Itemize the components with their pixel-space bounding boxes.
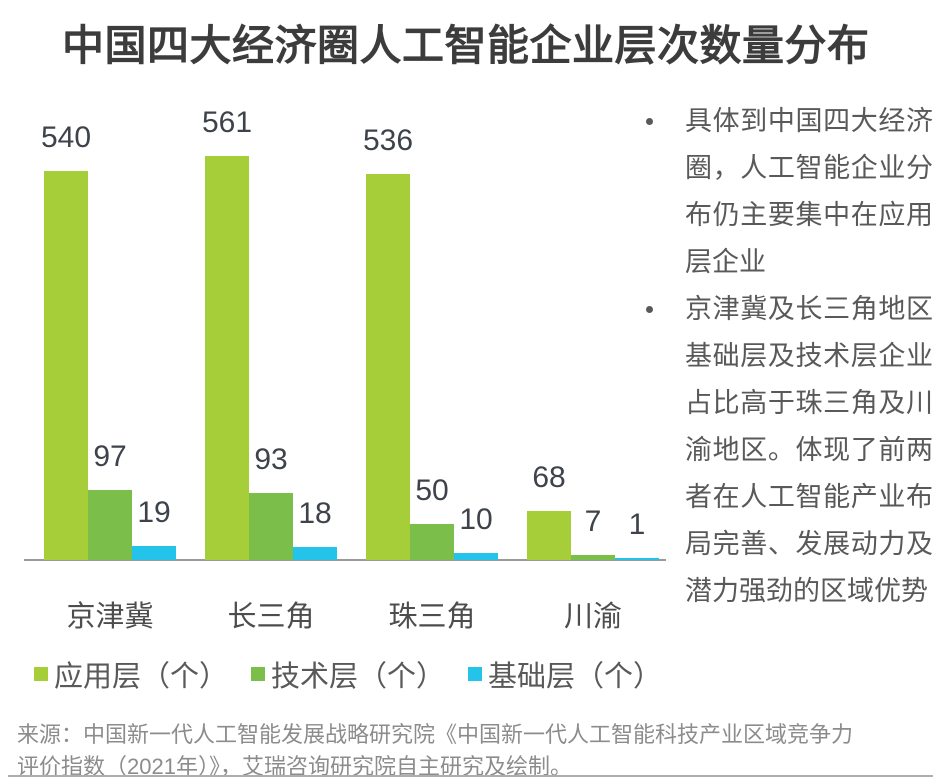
legend-swatch-icon (468, 667, 483, 681)
bar (366, 174, 410, 560)
bar-value-label: 1 (628, 508, 646, 541)
legend-item: 基础层（个） (468, 653, 662, 695)
bar-value-label: 540 (40, 121, 92, 155)
bar (571, 554, 615, 560)
insight-text: 京津冀及长三角地区基础层及技术层企业占比高于珠三角及川渝地区。体现了前两者在人工… (685, 294, 933, 606)
bar (249, 493, 293, 560)
legend-label: 应用层（个） (54, 661, 229, 693)
source-note: 来源：中国新一代人工智能发展战略研究院《中国新一代人工智能科技产业区域竞争力评价… (17, 722, 854, 779)
bar-value-label: 536 (362, 124, 414, 158)
page-title: 中国四大经济圈人工智能企业层次数量分布 (62, 22, 870, 69)
legend-label: 基础层（个） (488, 661, 663, 693)
bar-value-label: 561 (201, 106, 253, 140)
x-axis-line (24, 559, 666, 561)
bar-value-label: 50 (415, 474, 449, 507)
insight-bullet: 京津冀及长三角地区基础层及技术层企业占比高于珠三角及川渝地区。体现了前两者在人工… (640, 286, 933, 615)
bar (44, 171, 88, 560)
bar (293, 547, 337, 560)
bottom-divider (8, 775, 933, 777)
bar (205, 156, 249, 560)
legend-swatch-icon (34, 667, 48, 681)
x-axis-label: 京津冀 (66, 601, 154, 633)
bullet-icon (646, 306, 653, 313)
legend-swatch-icon (251, 667, 266, 681)
bar-value-label: 97 (93, 440, 127, 474)
bar (454, 552, 498, 560)
bar-chart: 540 97 19 京津冀 561 93 18 长三角 536 50 10 珠三角 68 7 1 川渝 (24, 106, 666, 633)
legend-label: 技术层（个） (271, 661, 446, 693)
bar-value-label: 10 (459, 502, 493, 536)
x-axis-label: 长三角 (227, 601, 315, 633)
bar (410, 524, 454, 560)
bar (527, 511, 571, 560)
insight-bullet: 具体到中国四大经济圈，人工智能企业分布仍主要集中在应用层企业 (640, 98, 933, 286)
insights-panel: 具体到中国四大经济圈，人工智能企业分布仍主要集中在应用层企业 京津冀及长三角地区… (640, 98, 945, 615)
bullet-icon (646, 118, 653, 125)
chart-legend: 应用层（个） 技术层（个） 基础层（个） (34, 653, 662, 695)
bar (88, 490, 132, 560)
bar-value-label: 7 (584, 504, 602, 538)
bar-value-label: 68 (532, 461, 566, 495)
x-axis-label: 川渝 (563, 601, 623, 633)
legend-item: 应用层（个） (34, 653, 228, 695)
bar-value-label: 18 (298, 497, 332, 531)
bar-value-label: 93 (254, 443, 288, 477)
insight-text: 具体到中国四大经济圈，人工智能企业分布仍主要集中在应用层企业 (685, 106, 933, 277)
bar (132, 546, 176, 560)
bar-value-label: 19 (137, 496, 171, 530)
bar (615, 558, 659, 560)
x-axis-label: 珠三角 (388, 601, 476, 633)
legend-item: 技术层（个） (251, 653, 445, 695)
